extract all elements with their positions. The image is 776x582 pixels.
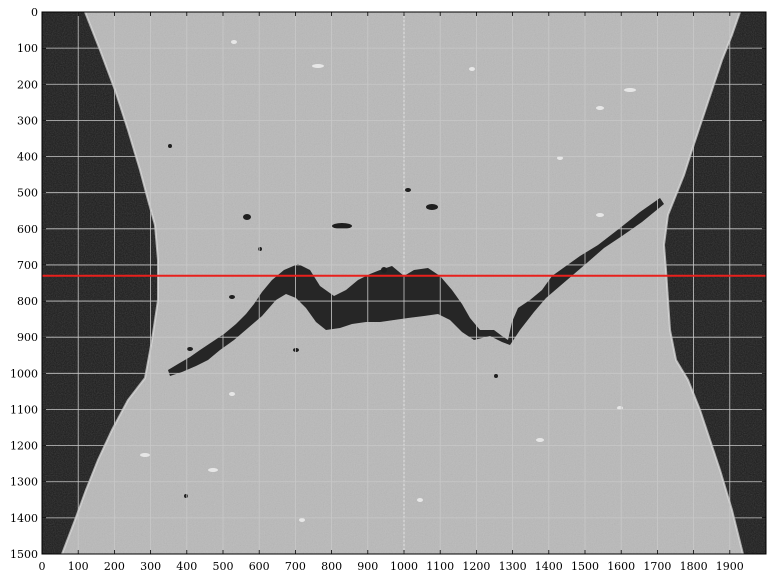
inclusion — [469, 67, 475, 71]
inclusion — [229, 392, 235, 396]
y-tick-label: 200 — [17, 78, 38, 91]
pore — [332, 223, 352, 229]
inclusions — [140, 40, 636, 522]
y-tick-label: 100 — [17, 42, 38, 55]
y-tick-label: 1000 — [10, 367, 38, 380]
x-tick-label: 0 — [39, 560, 46, 573]
pore — [229, 295, 235, 299]
x-tick-label: 1800 — [680, 560, 708, 573]
x-tick-label: 1200 — [462, 560, 490, 573]
x-tick-label: 600 — [249, 560, 270, 573]
y-tick-label: 300 — [17, 114, 38, 127]
x-tick-label: 1100 — [426, 560, 454, 573]
x-tick-label: 1600 — [607, 560, 635, 573]
y-tick-label: 1400 — [10, 512, 38, 525]
y-tick-label: 700 — [17, 259, 38, 272]
x-tick-label: 900 — [357, 560, 378, 573]
x-tick-label: 300 — [140, 560, 161, 573]
pore — [187, 347, 193, 351]
pore — [405, 188, 411, 192]
pore — [381, 267, 387, 273]
inclusion — [417, 498, 423, 502]
inclusion — [312, 64, 324, 68]
pore — [258, 247, 262, 251]
inclusion — [231, 40, 237, 44]
inclusion — [536, 438, 544, 442]
inclusion — [140, 453, 150, 457]
crack — [168, 198, 664, 376]
pore — [243, 214, 251, 220]
x-tick-label: 1700 — [643, 560, 671, 573]
y-tick-label: 0 — [31, 6, 38, 19]
x-tick-label: 1900 — [716, 560, 744, 573]
y-tick-label: 1500 — [10, 548, 38, 561]
y-tick-label: 1200 — [10, 440, 38, 453]
pore — [168, 144, 172, 148]
inclusion — [596, 213, 604, 217]
pore — [494, 374, 498, 378]
pore — [426, 204, 438, 210]
x-tick-label: 200 — [104, 560, 125, 573]
inclusion — [596, 106, 604, 110]
inclusion — [557, 156, 563, 160]
x-tick-label: 500 — [213, 560, 234, 573]
x-tick-label: 1300 — [499, 560, 527, 573]
y-tick-label: 600 — [17, 223, 38, 236]
y-tick-label: 800 — [17, 295, 38, 308]
x-axis: 0 100 200 300 400 500 600 700 800 900 1000 1100 1200… — [39, 12, 744, 573]
x-tick-label: 1000 — [390, 560, 418, 573]
inclusion — [208, 468, 218, 472]
y-tick-label: 1300 — [10, 476, 38, 489]
x-tick-label: 1500 — [571, 560, 599, 573]
x-tick-label: 400 — [176, 560, 197, 573]
pore — [184, 494, 188, 498]
x-tick-label: 700 — [285, 560, 306, 573]
y-tick-label: 500 — [17, 187, 38, 200]
pores — [168, 144, 498, 498]
x-tick-label: 1400 — [535, 560, 563, 573]
pore — [293, 348, 299, 352]
inclusion — [299, 518, 305, 522]
y-tick-label: 400 — [17, 151, 38, 164]
x-tick-label: 100 — [68, 560, 89, 573]
inclusion — [624, 88, 636, 92]
x-tick-label: 800 — [321, 560, 342, 573]
plot-area — [42, 12, 766, 554]
y-tick-label: 1100 — [10, 403, 38, 416]
y-tick-label: 900 — [17, 331, 38, 344]
grid — [42, 12, 766, 554]
y-axis: 0 100 200 300 400 500 600 700 800 900 1000 1100 1200… — [10, 6, 766, 561]
